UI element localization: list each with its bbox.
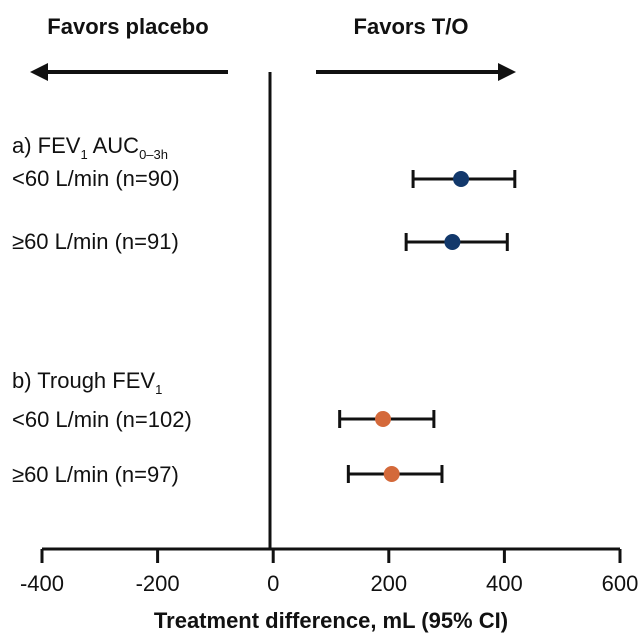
row-label: <60 L/min (n=102) <box>12 407 192 432</box>
right-arrow-icon <box>316 63 516 81</box>
point-estimate <box>444 234 461 250</box>
x-tick-label: 200 <box>370 571 407 596</box>
point-estimate <box>453 171 470 187</box>
x-tick-label: 600 <box>602 571 639 596</box>
favors-treatment-label: Favors T/O <box>354 14 469 39</box>
forest-marks <box>338 170 517 483</box>
x-tick-label: 400 <box>486 571 523 596</box>
x-axis-label: Treatment difference, mL (95% CI) <box>154 608 508 633</box>
point-estimate <box>383 466 400 482</box>
row-label: ≥60 L/min (n=97) <box>12 462 179 487</box>
group-b-title: b) Trough FEV1 <box>12 368 162 397</box>
x-axis-ticks: -400 -200 0 200 400 600 <box>20 549 638 596</box>
favors-placebo-label: Favors placebo <box>47 14 208 39</box>
left-arrow-icon <box>30 63 228 81</box>
x-tick-label: 0 <box>267 571 279 596</box>
row-label: ≥60 L/min (n=91) <box>12 229 179 254</box>
x-tick-label: -200 <box>136 571 180 596</box>
row-label: <60 L/min (n=90) <box>12 166 180 191</box>
point-estimate <box>375 411 392 427</box>
x-tick-label: -400 <box>20 571 64 596</box>
group-a-title: a) FEV1 AUC0–3h <box>12 133 168 162</box>
